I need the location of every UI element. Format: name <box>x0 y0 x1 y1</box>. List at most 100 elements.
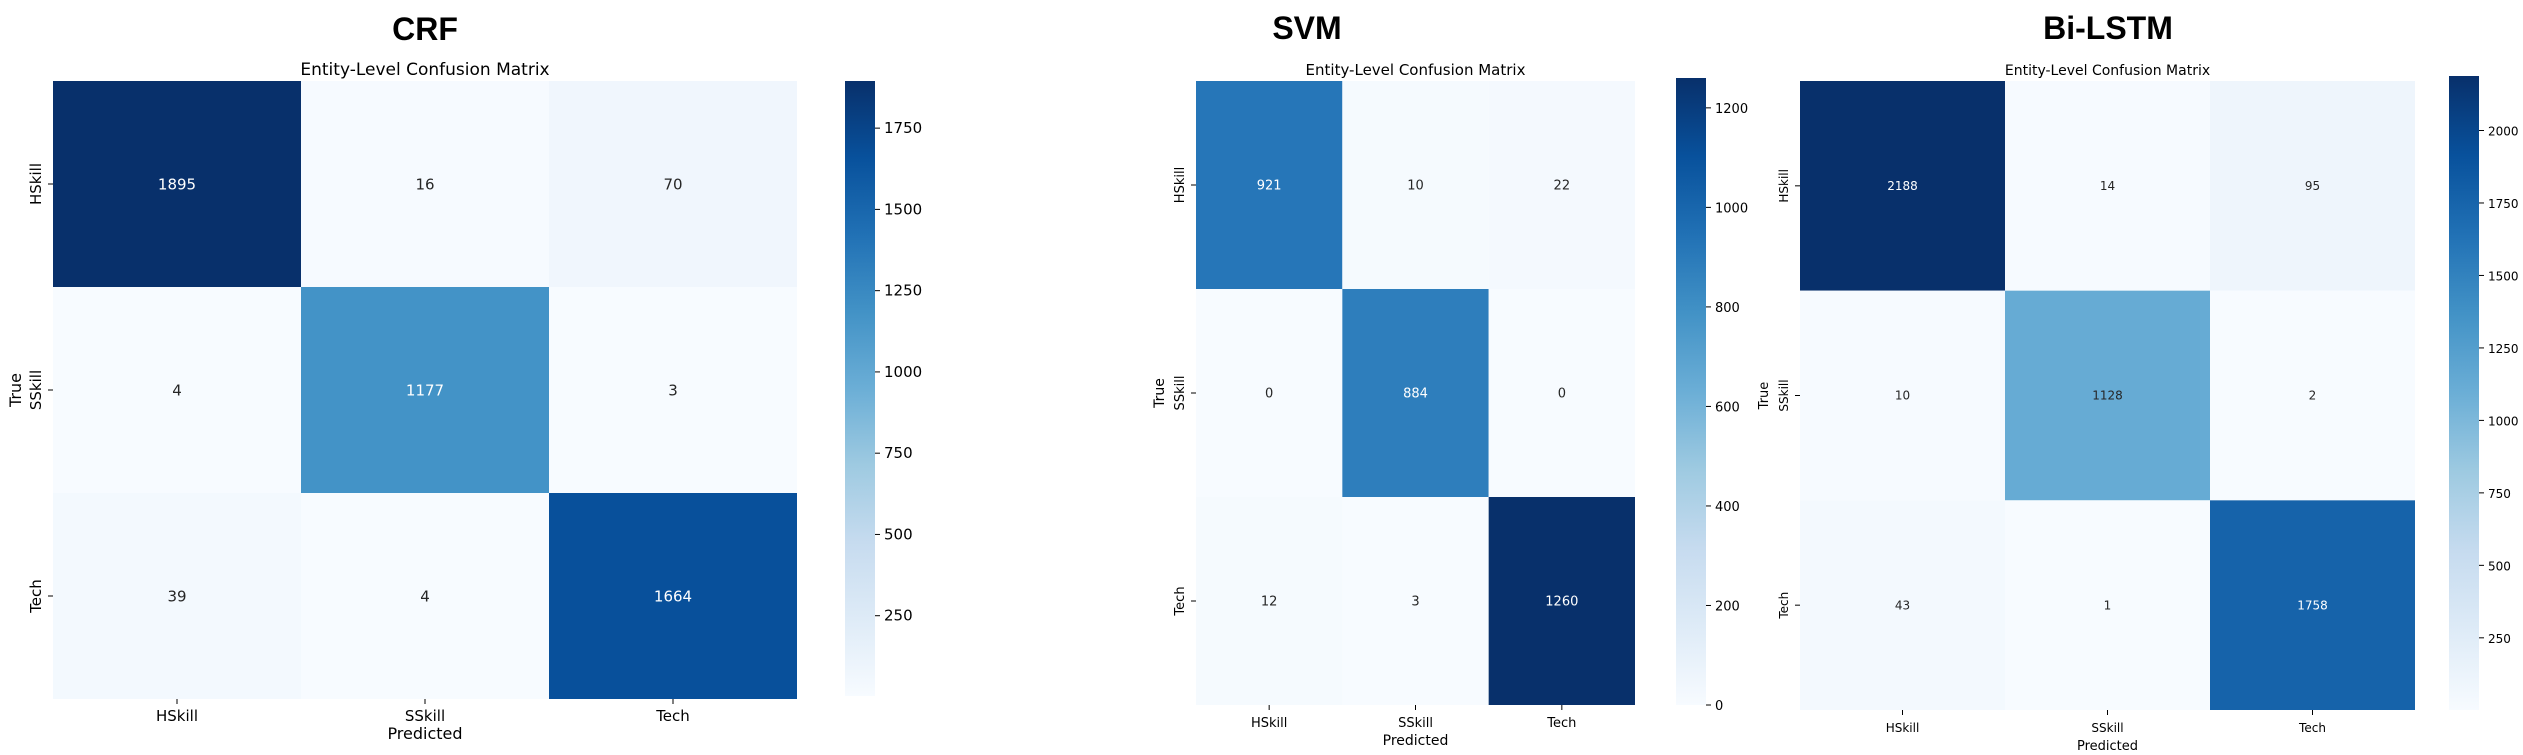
y-tick-label: Tech <box>1777 592 1791 620</box>
colorbar-tick-label: 750 <box>2488 487 2511 501</box>
cell-value-label: 14 <box>2100 179 2115 193</box>
colorbar-tick-label: 1750 <box>884 119 922 137</box>
x-tick-label: SSkill <box>1398 716 1433 731</box>
cell-value-label: 1895 <box>158 175 196 193</box>
heatmap-cell <box>1800 81 2005 291</box>
heatmap-cell <box>1342 497 1489 705</box>
cell-value-label: 12 <box>1261 595 1278 610</box>
cell-value-label: 10 <box>1407 179 1424 194</box>
cell-value-label: 1260 <box>1545 595 1578 610</box>
cell-value-label: 2 <box>2309 389 2317 403</box>
cell-value-label: 884 <box>1403 387 1428 402</box>
y-axis-label: True <box>1152 378 1168 409</box>
colorbar <box>1676 78 1706 705</box>
y-tick-label: SSkill <box>1777 379 1791 411</box>
heatmap-cell <box>1800 500 2005 710</box>
heatmap-cell <box>301 81 549 287</box>
colorbar <box>845 81 875 696</box>
panel-title: SVM <box>1272 10 1341 46</box>
heatmap-cell <box>1196 497 1343 705</box>
colorbar-tick-label: 800 <box>1715 301 1740 316</box>
colorbar-tick-label: 1250 <box>884 282 922 300</box>
colorbar-tick-label: 1200 <box>1715 102 1748 117</box>
colorbar <box>2449 76 2479 710</box>
panel-1: SVM Entity-Level Confusion Matrix 921 10 22 0… <box>1152 10 1748 749</box>
x-axis-label: Predicted <box>1383 733 1449 749</box>
panel-title: CRF <box>392 11 458 47</box>
colorbar-tick-label: 600 <box>1715 400 1740 415</box>
chart-title: Entity-Level Confusion Matrix <box>1306 61 1526 79</box>
cell-value-label: 1664 <box>654 587 692 605</box>
heatmap-cell <box>301 287 549 493</box>
x-axis-label: Predicted <box>387 724 462 743</box>
heatmap-cell <box>1196 81 1343 289</box>
y-tick-label: Tech <box>1173 586 1188 616</box>
heatmap-cell <box>53 81 301 287</box>
colorbar-tick-label: 250 <box>2488 632 2511 646</box>
heatmap-cell <box>2210 81 2415 291</box>
chart-title: Entity-Level Confusion Matrix <box>2005 63 2210 79</box>
heatmap-cell <box>2005 500 2210 710</box>
colorbar-tick-label: 1250 <box>2488 342 2519 356</box>
heatmap-cell <box>2005 290 2210 501</box>
colorbar-tick-label: 500 <box>884 525 913 543</box>
y-tick-label: Tech <box>27 579 45 614</box>
colorbar-tick-label: 1000 <box>2488 414 2519 428</box>
heatmap-cell <box>53 287 301 493</box>
colorbar-tick-label: 250 <box>884 607 913 625</box>
x-tick-label: HSkill <box>1886 721 1920 735</box>
cell-value-label: 1128 <box>2092 389 2123 403</box>
heatmap-cell <box>53 493 301 699</box>
y-tick-label: HSkill <box>1173 167 1188 203</box>
x-tick-label: SSkill <box>405 707 445 725</box>
chart-title: Entity-Level Confusion Matrix <box>300 60 549 80</box>
cell-value-label: 16 <box>415 175 434 193</box>
cell-value-label: 0 <box>1558 387 1566 402</box>
panel-title: Bi-LSTM <box>2043 10 2173 46</box>
cell-value-label: 921 <box>1257 179 1282 194</box>
heatmap-cell <box>549 287 797 493</box>
colorbar-tick-label: 200 <box>1715 599 1740 614</box>
y-tick-label: SSkill <box>27 370 45 410</box>
cell-value-label: 3 <box>668 381 678 399</box>
y-axis-label: True <box>1757 382 1772 411</box>
heatmap-cell <box>2210 500 2415 710</box>
x-tick-label: Tech <box>1546 716 1576 731</box>
heatmap-cell <box>1488 289 1635 497</box>
panel-0: CRF Entity-Level Confusion Matrix 1895 16 70… <box>6 11 922 743</box>
heatmap-cell <box>1488 497 1635 705</box>
cell-value-label: 4 <box>420 587 430 605</box>
colorbar-tick-label: 2000 <box>2488 125 2519 139</box>
y-axis-label: True <box>6 373 25 408</box>
cell-value-label: 22 <box>1554 179 1571 194</box>
heatmap-cell <box>1342 289 1489 497</box>
cell-value-label: 39 <box>167 587 186 605</box>
colorbar-tick-label: 1500 <box>2488 269 2519 283</box>
cell-value-label: 1 <box>2104 598 2112 612</box>
y-tick-label: HSkill <box>1777 169 1791 203</box>
y-tick-label: SSkill <box>1173 376 1188 411</box>
cell-value-label: 70 <box>663 175 682 193</box>
panel-2: Bi-LSTM Entity-Level Confusion Matrix 2188… <box>1757 10 2519 754</box>
x-tick-label: HSkill <box>1251 716 1287 731</box>
heatmap-cell <box>549 493 797 699</box>
x-tick-label: SSkill <box>2091 721 2123 735</box>
colorbar-tick-label: 1750 <box>2488 197 2519 211</box>
heatmap-cell <box>1488 81 1635 289</box>
cell-value-label: 95 <box>2305 179 2320 193</box>
x-axis-label: Predicted <box>2077 739 2138 751</box>
x-tick-label: Tech <box>2298 721 2326 735</box>
colorbar-tick-label: 400 <box>1715 500 1740 515</box>
heatmap-cell <box>2210 290 2415 501</box>
cell-value-label: 43 <box>1895 598 1910 612</box>
colorbar-tick-label: 0 <box>1715 699 1723 714</box>
cell-value-label: 3 <box>1411 595 1419 610</box>
y-tick-label: HSkill <box>27 163 45 205</box>
cell-value-label: 2188 <box>1887 179 1918 193</box>
colorbar-tick-label: 1000 <box>1715 201 1748 216</box>
colorbar-tick-label: 1000 <box>884 363 922 381</box>
heatmap-cell <box>2005 81 2210 291</box>
colorbar-tick-label: 500 <box>2488 559 2511 573</box>
cell-value-label: 1758 <box>2297 598 2328 612</box>
